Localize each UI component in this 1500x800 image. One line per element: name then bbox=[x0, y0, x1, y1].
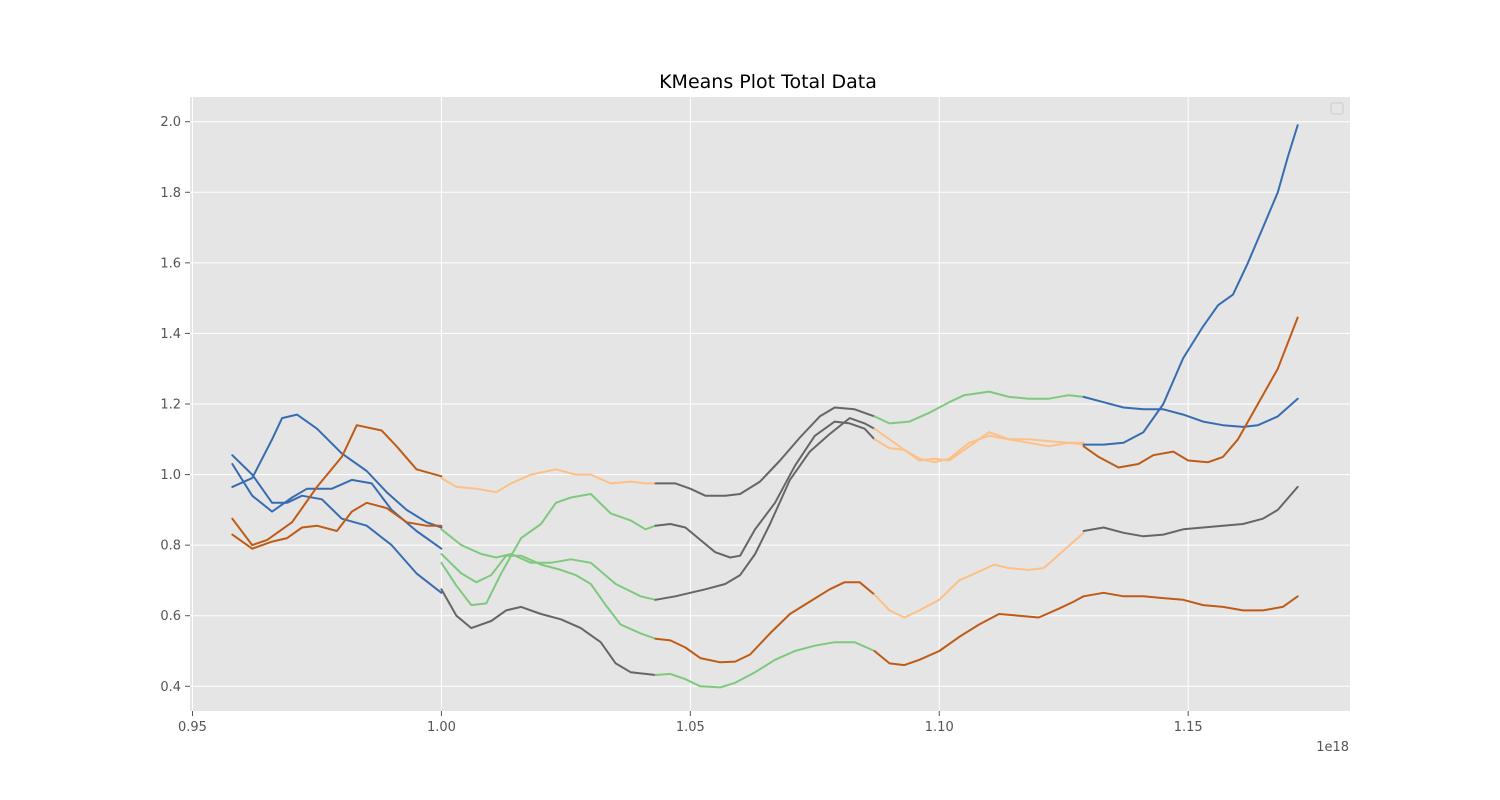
series-line-orange bbox=[1082, 591, 1299, 612]
x-tick-label: 1.00 bbox=[427, 720, 456, 735]
x-tick-label: 1.15 bbox=[1174, 720, 1203, 735]
series-line-green bbox=[873, 390, 1085, 425]
x-tick-label: 1.10 bbox=[925, 720, 954, 735]
series-line-orange bbox=[1082, 316, 1299, 469]
legend-box bbox=[1330, 102, 1344, 115]
y-tick-label: 1.6 bbox=[160, 256, 181, 271]
y-tick-label: 2.0 bbox=[160, 115, 181, 130]
series-line-green bbox=[440, 493, 657, 607]
series-line-blue bbox=[1082, 124, 1299, 446]
series-line-orange bbox=[231, 501, 443, 550]
series-line-gray bbox=[654, 406, 876, 497]
axes: 0.95 1.00 1.05 1.10 1.15 0.4 0.6 0.8 1.0 1.2 1.4 1.… bbox=[160, 115, 1202, 735]
series-line-peach bbox=[873, 531, 1085, 619]
chart-title: KMeans Plot Total Data bbox=[659, 71, 877, 93]
series-line-blue bbox=[231, 454, 443, 594]
series-line-gray bbox=[1082, 485, 1299, 538]
x-tick-label: 1.05 bbox=[676, 720, 705, 735]
series-line-peach bbox=[440, 468, 657, 494]
series-line-orange bbox=[654, 581, 876, 664]
y-tick-label: 1.2 bbox=[160, 398, 181, 413]
series-line-blue bbox=[231, 413, 443, 529]
series-line-green bbox=[440, 528, 657, 601]
series-line-green bbox=[654, 641, 876, 689]
x-offset-label: 1e18 bbox=[1316, 740, 1349, 755]
series-line-blue bbox=[1082, 395, 1299, 428]
series-line-green bbox=[440, 553, 657, 640]
x-tick-label: 0.95 bbox=[178, 720, 207, 735]
y-tick-label: 1.4 bbox=[160, 327, 181, 342]
series-line-orange bbox=[231, 424, 443, 547]
y-tick-label: 0.8 bbox=[160, 539, 181, 554]
series-line-peach bbox=[873, 434, 1085, 464]
y-tick-label: 0.6 bbox=[160, 609, 181, 624]
y-tick-label: 1.8 bbox=[160, 186, 181, 201]
series-line-gray bbox=[440, 588, 657, 676]
series-line-gray bbox=[654, 417, 876, 601]
y-tick-label: 0.4 bbox=[160, 680, 181, 695]
series-lines bbox=[231, 124, 1299, 689]
series-line-orange bbox=[873, 595, 1085, 667]
grid bbox=[190, 97, 1350, 711]
y-tick-label: 1.0 bbox=[160, 468, 181, 483]
